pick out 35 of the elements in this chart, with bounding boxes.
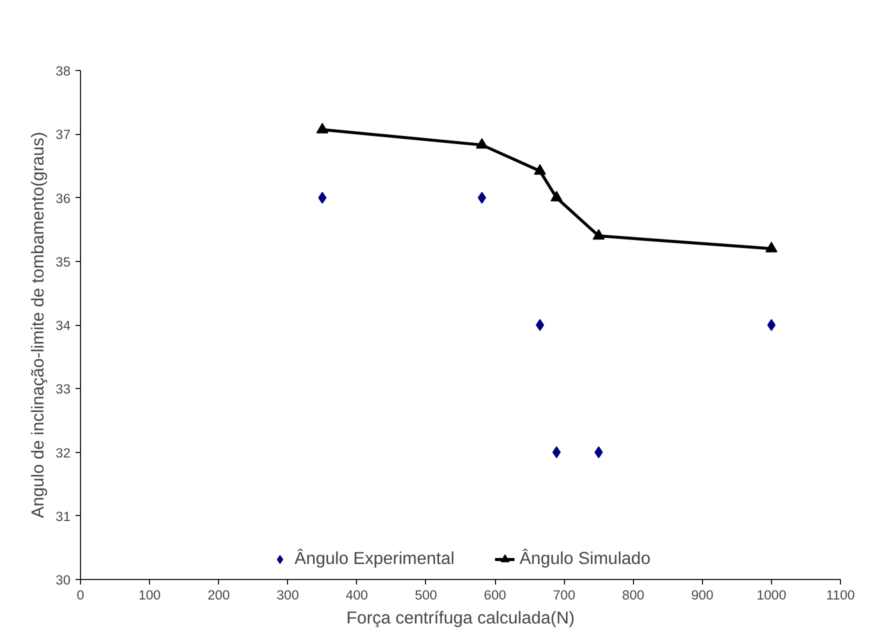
x-tick-label: 900	[691, 588, 714, 602]
x-tick-label: 0	[76, 588, 84, 602]
legend-label: Ângulo Simulado	[519, 548, 650, 569]
point	[536, 319, 544, 331]
point	[476, 138, 488, 149]
point	[552, 446, 561, 458]
x-tick-label: 400	[346, 588, 368, 602]
y-tick-label: 38	[56, 64, 71, 78]
point	[767, 319, 776, 331]
y-axis-title: Angulo de inclinação-limite de tombamento(graus)	[28, 132, 48, 518]
x-tick-label: 100	[138, 588, 161, 602]
x-tick-label: 1000	[756, 588, 786, 602]
y-tick-label: 34	[56, 318, 72, 333]
x-tick-label: 500	[414, 588, 438, 602]
y-tick-label: 35	[56, 254, 71, 270]
y-tick-label: 30	[56, 572, 71, 588]
y-tick-label: 33	[56, 382, 71, 397]
y-tick-label: 36	[56, 190, 71, 206]
x-tick-label: 600	[484, 588, 506, 602]
point	[534, 164, 546, 175]
y-tick-label: 37	[56, 127, 71, 142]
x-tick-label: 300	[276, 588, 299, 602]
x-tick-label: 1100	[826, 588, 855, 602]
y-tick-label: 32	[56, 445, 71, 460]
x-axis-title: Força centrífuga calculada(N)	[346, 608, 575, 628]
y-tick-label: 31	[56, 508, 71, 524]
x-tick-label: 700	[553, 588, 576, 602]
point	[765, 242, 778, 252]
point	[478, 192, 486, 204]
x-tick-label: 200	[208, 588, 230, 602]
point	[592, 229, 605, 240]
point	[550, 190, 563, 202]
point	[316, 122, 328, 134]
legend-label: Ângulo Experimental	[294, 548, 454, 569]
x-tick-label: 800	[622, 588, 644, 602]
